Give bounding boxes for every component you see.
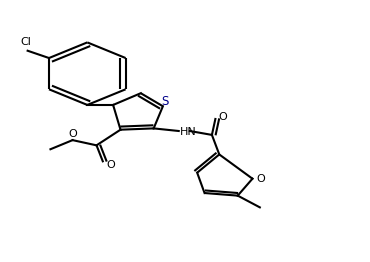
Text: O: O: [106, 160, 115, 170]
Text: HN: HN: [179, 127, 196, 137]
Text: O: O: [68, 129, 77, 139]
Text: S: S: [161, 95, 168, 107]
Text: O: O: [219, 112, 227, 122]
Text: O: O: [256, 174, 265, 184]
Text: Cl: Cl: [20, 37, 31, 47]
